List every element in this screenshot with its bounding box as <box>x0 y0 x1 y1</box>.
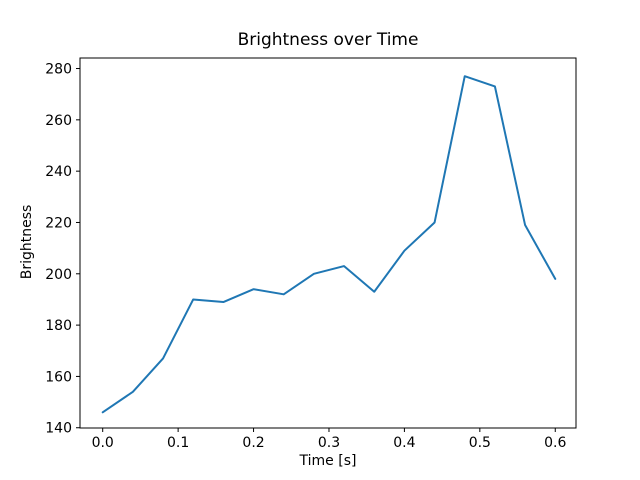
y-tick-label: 180 <box>45 318 72 334</box>
y-tick-label: 280 <box>45 62 72 78</box>
x-tick-label: 0.0 <box>92 435 114 451</box>
x-axis-label: Time [s] <box>299 453 357 469</box>
y-axis-label: Brightness <box>19 204 35 280</box>
x-tick-label: 0.4 <box>393 435 415 451</box>
y-tick-label: 200 <box>45 267 72 283</box>
x-tick-label: 0.3 <box>318 435 340 451</box>
chart-title: Brightness over Time <box>237 30 419 50</box>
y-tick-label: 240 <box>45 164 72 180</box>
x-tick-label: 0.1 <box>167 435 189 451</box>
x-tick-label: 0.6 <box>544 435 566 451</box>
y-tick-label: 160 <box>45 369 72 385</box>
x-tick-label: 0.5 <box>469 435 491 451</box>
y-tick-label: 260 <box>45 113 72 129</box>
data-line <box>101 75 557 414</box>
y-tick-label: 220 <box>45 215 72 231</box>
y-tick-label: 140 <box>45 421 72 437</box>
axes-spines <box>79 57 577 429</box>
x-tick-label: 0.2 <box>242 435 264 451</box>
